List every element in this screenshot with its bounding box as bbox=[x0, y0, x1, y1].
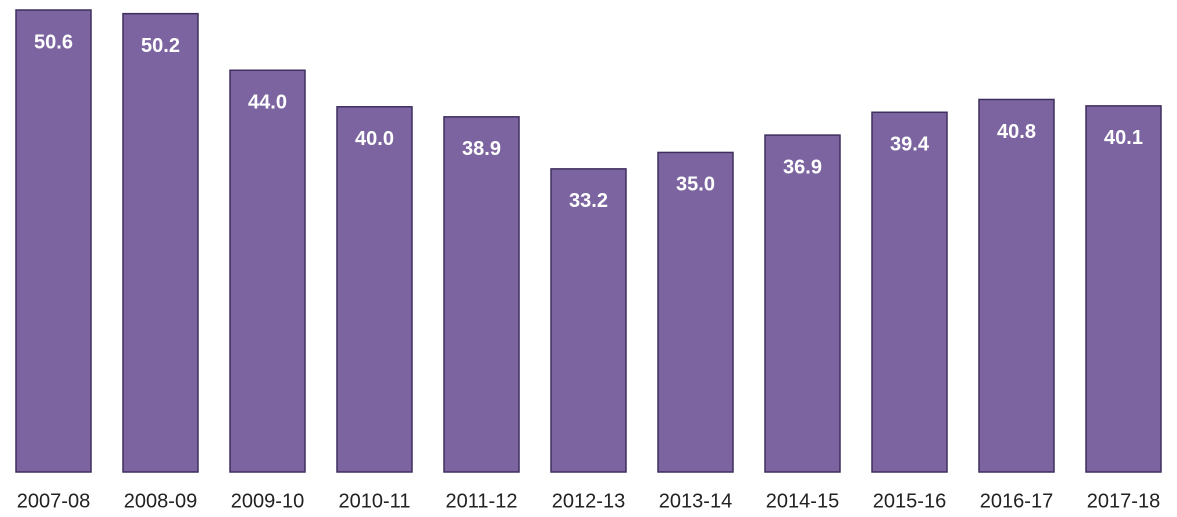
value-label: 36.9 bbox=[783, 156, 822, 178]
bar bbox=[978, 98, 1055, 473]
x-tick-label: 2015-16 bbox=[873, 490, 946, 512]
bar bbox=[764, 134, 841, 473]
bar bbox=[229, 69, 306, 473]
bar bbox=[443, 116, 520, 473]
bar bbox=[336, 106, 413, 473]
x-tick-label: 2010-11 bbox=[339, 490, 411, 512]
bar bbox=[122, 12, 199, 473]
value-label: 44.0 bbox=[248, 92, 287, 114]
value-label: 38.9 bbox=[462, 138, 501, 160]
bar bbox=[657, 151, 734, 473]
x-tick-label: 2013-14 bbox=[659, 490, 732, 512]
bar bbox=[871, 111, 948, 473]
value-label: 40.1 bbox=[1104, 127, 1143, 149]
x-tick-label: 2014-15 bbox=[766, 490, 839, 512]
value-label: 35.0 bbox=[676, 174, 715, 196]
x-tick-label: 2012-13 bbox=[552, 490, 625, 512]
x-tick-label: 2011-12 bbox=[446, 490, 518, 512]
x-tick-label: 2007-08 bbox=[17, 490, 90, 512]
value-label: 50.6 bbox=[34, 31, 73, 53]
value-label: 40.0 bbox=[355, 128, 394, 150]
bar bbox=[15, 9, 92, 473]
bar bbox=[1085, 105, 1162, 473]
value-label: 39.4 bbox=[890, 134, 930, 156]
value-label: 40.8 bbox=[997, 121, 1036, 143]
bar bbox=[550, 168, 627, 473]
x-tick-label: 2017-18 bbox=[1087, 490, 1160, 512]
x-tick-label: 2009-10 bbox=[231, 490, 304, 512]
x-tick-label: 2016-17 bbox=[980, 490, 1053, 512]
value-label: 33.2 bbox=[569, 190, 608, 212]
x-tick-label: 2008-09 bbox=[124, 490, 197, 512]
value-label: 50.2 bbox=[141, 35, 180, 57]
